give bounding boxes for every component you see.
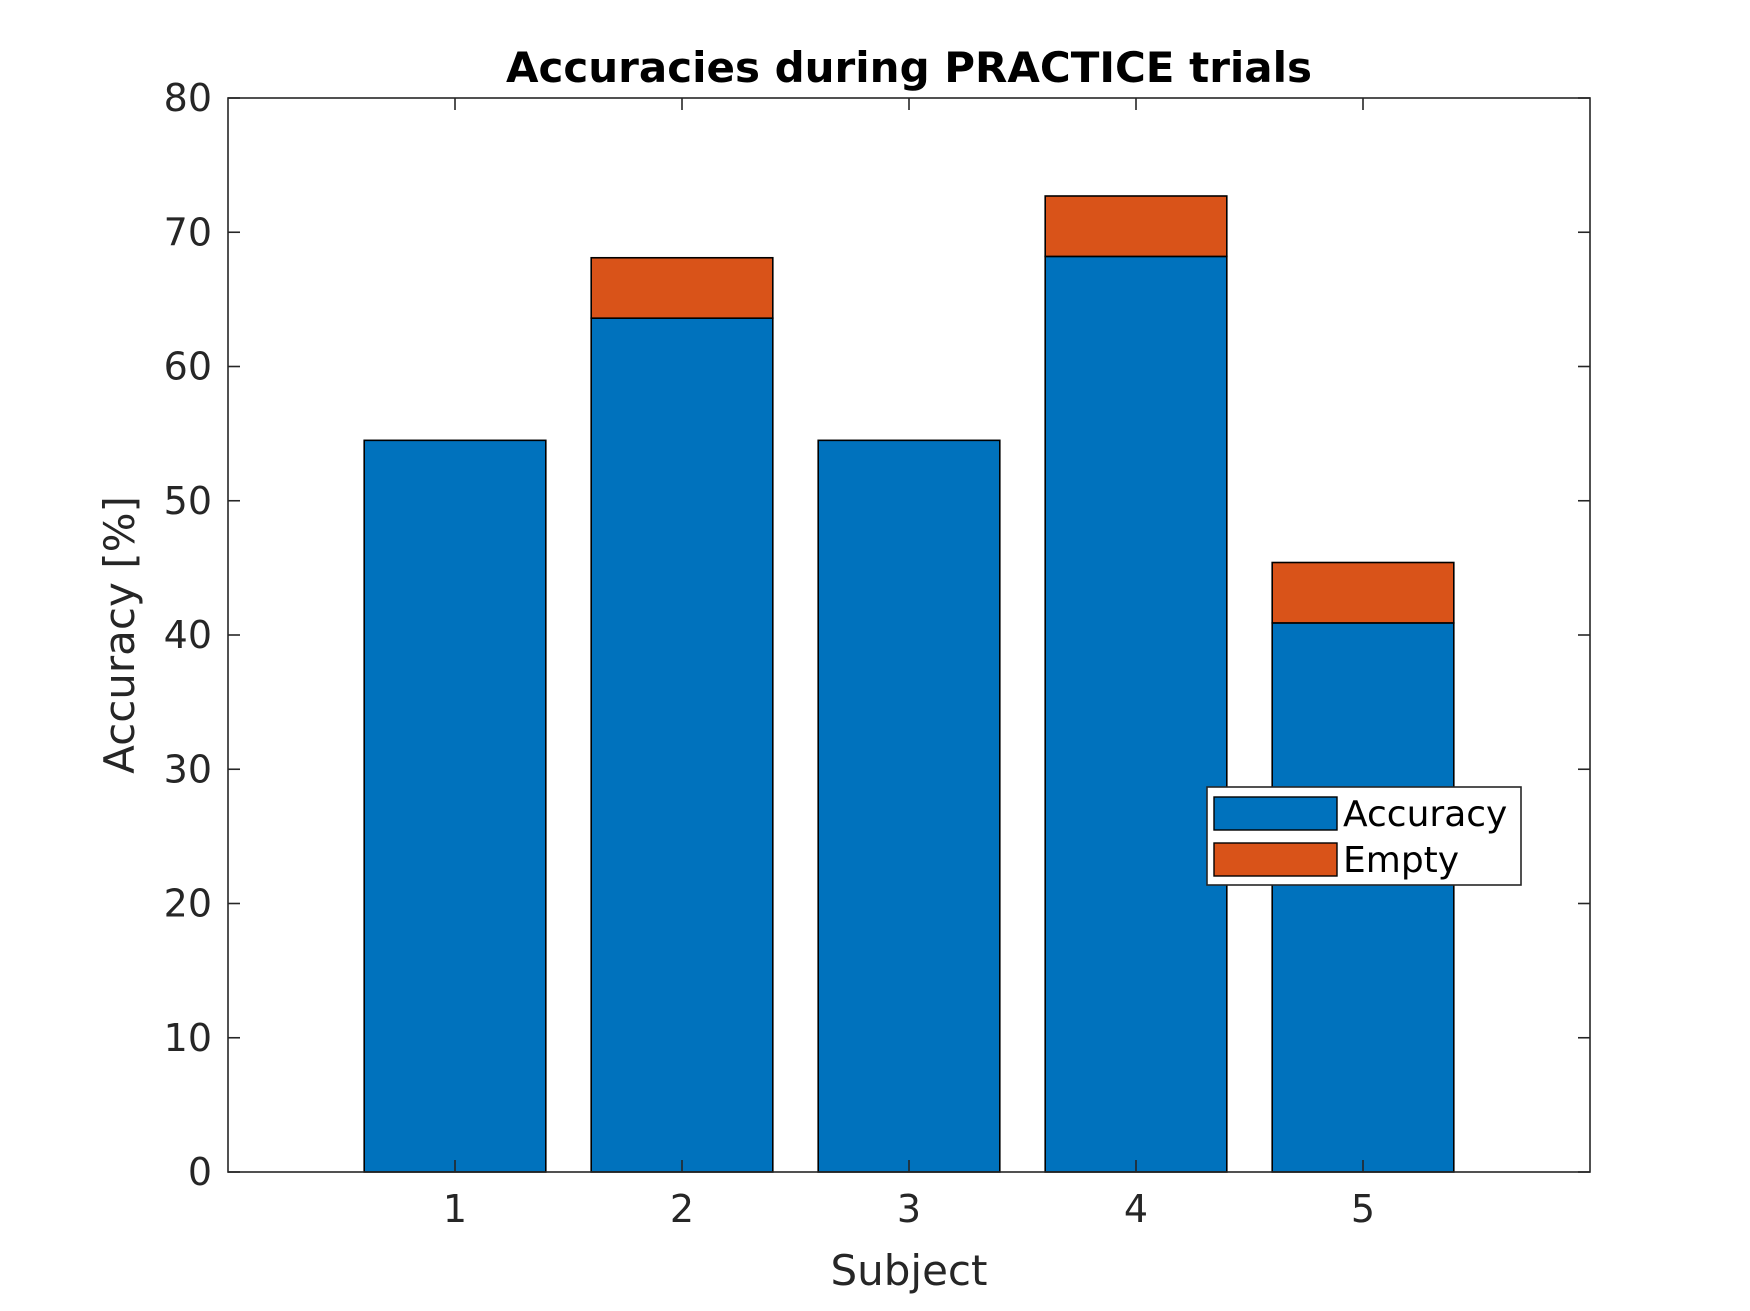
x-tick-label-3: 3 bbox=[897, 1187, 921, 1231]
y-tick-label-70: 70 bbox=[164, 210, 212, 254]
x-tick-label-1: 1 bbox=[443, 1187, 467, 1231]
y-tick-label-0: 0 bbox=[188, 1150, 212, 1194]
x-tick-label-2: 2 bbox=[670, 1187, 694, 1231]
y-axis-label: Accuracy [%] bbox=[95, 496, 144, 774]
bar-empty-subject-4 bbox=[1044, 195, 1228, 258]
y-tick-label-60: 60 bbox=[164, 345, 212, 389]
legend: Accuracy Empty bbox=[1206, 786, 1522, 886]
legend-label-empty: Empty bbox=[1343, 840, 1459, 881]
y-tick-label-20: 20 bbox=[164, 882, 212, 926]
chart-title: Accuracies during PRACTICE trials bbox=[506, 43, 1312, 92]
bar-accuracy-subject-3 bbox=[817, 439, 1001, 1173]
x-tick-label-4: 4 bbox=[1124, 1187, 1148, 1231]
x-tick-label-5: 5 bbox=[1351, 1187, 1375, 1231]
bar-empty-subject-2 bbox=[590, 256, 774, 319]
bars-group bbox=[363, 195, 1455, 1173]
y-tick-label-80: 80 bbox=[164, 76, 212, 120]
y-tick-label-30: 30 bbox=[164, 747, 212, 791]
bar-accuracy-subject-5 bbox=[1271, 622, 1455, 1173]
y-tick-label-50: 50 bbox=[164, 479, 212, 523]
bar-accuracy-subject-4 bbox=[1044, 255, 1228, 1173]
ticks-group bbox=[228, 97, 1590, 1173]
legend-label-accuracy: Accuracy bbox=[1343, 794, 1507, 835]
x-axis-label: Subject bbox=[830, 1246, 987, 1295]
legend-swatch-accuracy bbox=[1213, 796, 1338, 831]
legend-swatch-empty bbox=[1213, 842, 1338, 877]
bar-empty-subject-5 bbox=[1271, 561, 1455, 624]
y-tick-label-10: 10 bbox=[164, 1016, 212, 1060]
bar-accuracy-subject-2 bbox=[590, 317, 774, 1173]
y-tick-label-40: 40 bbox=[164, 613, 212, 657]
bar-accuracy-subject-1 bbox=[363, 439, 547, 1173]
